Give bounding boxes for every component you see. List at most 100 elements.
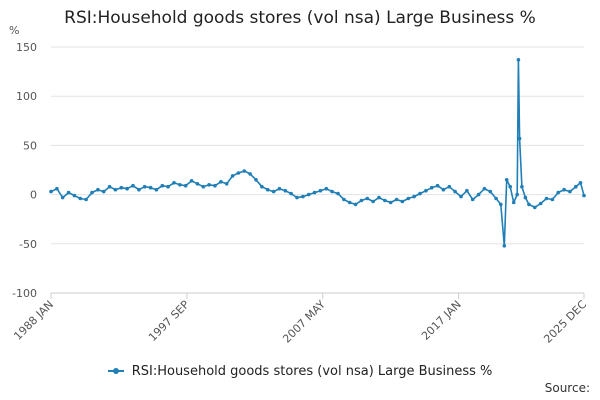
- data-point-33: [242, 169, 247, 173]
- y-tick-label--50: -50: [19, 238, 37, 251]
- data-point-14: [131, 183, 135, 188]
- data-point-90: [544, 196, 549, 201]
- data-point-54: [365, 196, 370, 201]
- data-point-79: [504, 178, 509, 182]
- data-point-68: [447, 184, 452, 189]
- y-tick-label-50: 50: [23, 139, 37, 152]
- data-point-36: [260, 184, 264, 189]
- y-axis-unit-label: %: [9, 24, 19, 37]
- data-point-9: [101, 189, 106, 194]
- data-point-6: [84, 197, 88, 202]
- data-point-80: [508, 184, 512, 189]
- data-point-48: [330, 189, 334, 194]
- data-point-13: [125, 186, 129, 191]
- data-point-51: [347, 200, 352, 205]
- data-point-67: [441, 187, 446, 192]
- chart-title: RSI:Household goods stores (vol nsa) Lar…: [64, 8, 536, 28]
- data-point-70: [459, 194, 463, 199]
- data-point-82: [515, 192, 519, 197]
- y-tick-label--100: -100: [12, 287, 37, 300]
- data-point-20: [166, 184, 170, 189]
- data-point-78: [502, 244, 507, 248]
- data-point-41: [289, 191, 293, 196]
- data-point-30: [224, 182, 229, 186]
- series-layer: [49, 58, 586, 248]
- data-point-52: [353, 202, 358, 207]
- data-point-8: [96, 187, 100, 192]
- data-point-62: [412, 194, 416, 199]
- data-point-86: [523, 195, 528, 200]
- data-point-74: [482, 186, 487, 191]
- data-point-89: [538, 201, 543, 206]
- x-tick-label-1: 1997 SEP: [146, 298, 192, 344]
- data-point-84: [517, 136, 522, 141]
- data-point-29: [219, 180, 223, 184]
- data-point-40: [283, 188, 288, 193]
- legend[interactable]: RSI:Household goods stores (vol nsa) Lar…: [0, 364, 600, 379]
- data-point-72: [470, 197, 475, 202]
- data-point-58: [388, 200, 393, 205]
- data-point-3: [66, 190, 71, 195]
- data-point-23: [183, 183, 188, 188]
- data-point-21: [172, 181, 176, 185]
- data-point-45: [312, 190, 317, 195]
- data-point-94: [568, 189, 572, 194]
- data-point-88: [533, 205, 537, 210]
- data-point-12: [119, 185, 124, 190]
- data-point-25: [195, 182, 200, 186]
- data-point-81: [511, 200, 516, 205]
- data-point-50: [342, 197, 346, 202]
- grid-layer: [51, 46, 584, 294]
- data-point-42: [295, 195, 299, 200]
- data-point-66: [435, 183, 440, 188]
- data-point-65: [429, 185, 434, 190]
- data-point-19: [160, 183, 165, 188]
- data-point-32: [236, 171, 241, 175]
- data-point-59: [394, 197, 399, 202]
- data-point-57: [383, 198, 387, 203]
- data-point-7: [90, 190, 94, 195]
- data-point-47: [324, 186, 329, 191]
- data-point-31: [230, 174, 235, 178]
- data-point-39: [277, 186, 282, 191]
- data-point-95: [574, 184, 578, 189]
- data-point-44: [306, 192, 311, 197]
- data-point-64: [424, 188, 428, 193]
- data-point-16: [142, 184, 147, 189]
- y-tick-label-150: 150: [16, 41, 37, 54]
- data-point-92: [556, 190, 560, 195]
- data-point-91: [550, 197, 555, 202]
- data-point-18: [154, 187, 159, 192]
- data-point-22: [178, 183, 182, 187]
- source-label: Source:: [544, 381, 590, 395]
- data-point-27: [207, 183, 211, 187]
- legend-swatch: [107, 367, 124, 374]
- data-point-76: [494, 196, 498, 201]
- data-point-69: [453, 189, 457, 194]
- data-point-26: [201, 184, 206, 189]
- data-point-49: [336, 191, 340, 196]
- data-point-38: [271, 189, 276, 194]
- data-point-5: [78, 196, 83, 201]
- data-point-96: [578, 181, 583, 185]
- x-tick-label-4: 2025 DEC: [541, 298, 589, 346]
- data-point-77: [499, 202, 503, 207]
- x-tick-label-3: 2017 JAN: [419, 298, 464, 343]
- y-tick-label-100: 100: [16, 90, 37, 103]
- data-point-97: [582, 193, 586, 198]
- data-point-73: [476, 192, 481, 197]
- data-point-43: [301, 194, 305, 199]
- data-point-24: [189, 179, 194, 183]
- data-point-85: [520, 184, 524, 189]
- data-point-60: [400, 199, 405, 204]
- data-point-63: [418, 191, 422, 196]
- data-point-37: [265, 187, 270, 192]
- data-point-75: [488, 189, 493, 194]
- data-point-10: [107, 184, 112, 189]
- data-point-2: [60, 195, 65, 200]
- data-point-55: [371, 199, 375, 204]
- y-tick-label-0: 0: [30, 189, 37, 202]
- data-point-11: [113, 187, 118, 192]
- data-point-1: [55, 186, 59, 191]
